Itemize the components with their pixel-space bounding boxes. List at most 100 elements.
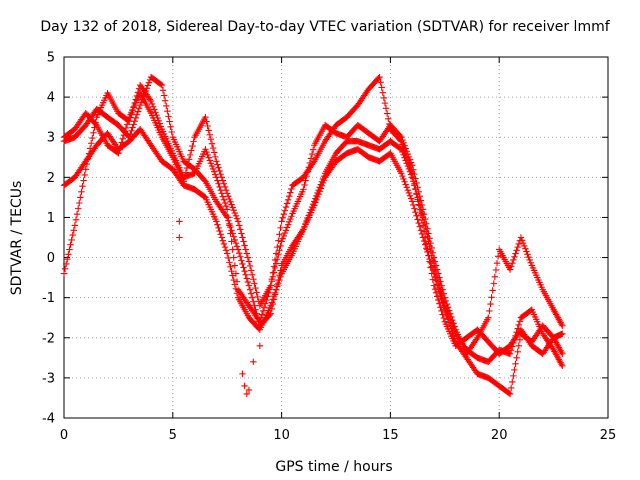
data-point [127, 130, 134, 138]
data-point [238, 230, 245, 237]
x-tick-label: 20 [491, 428, 508, 443]
data-point [444, 304, 452, 311]
data-point [230, 207, 237, 214]
data-point [269, 273, 277, 281]
x-tick-label: 0 [60, 428, 68, 443]
data-point [418, 217, 426, 224]
data-point [129, 124, 136, 131]
data-point [239, 260, 246, 268]
y-tick-label: -4 [42, 412, 55, 427]
data-point [270, 292, 278, 300]
data-point [422, 215, 429, 223]
data-point [156, 120, 163, 127]
data-point [272, 260, 280, 267]
data-point [132, 114, 140, 122]
data-point [164, 107, 171, 115]
data-point [66, 246, 73, 253]
data-point [136, 101, 144, 109]
data-point [71, 222, 79, 229]
data-point [233, 278, 241, 285]
data-point [426, 235, 433, 242]
data-point [433, 293, 441, 300]
data-point [251, 302, 258, 309]
data-point [488, 294, 495, 301]
data-point [250, 276, 257, 283]
data-point [244, 254, 252, 261]
data-point [150, 103, 157, 110]
data-point [249, 294, 256, 301]
data-point [225, 254, 232, 262]
data-point [220, 240, 228, 248]
data-point [375, 75, 382, 82]
data-point [281, 229, 289, 237]
data-point [509, 378, 516, 386]
data-point [72, 216, 80, 224]
data-point [183, 164, 191, 172]
x-axis-label: GPS time / hours [275, 459, 392, 475]
data-point [435, 270, 442, 277]
data-point [525, 253, 532, 261]
data-point [413, 179, 420, 187]
data-point [487, 300, 494, 308]
data-point [209, 165, 217, 173]
data-point [278, 218, 285, 225]
data-point [314, 193, 321, 201]
y-tick-label: -2 [42, 331, 55, 346]
data-point [122, 124, 130, 132]
data-point [306, 159, 314, 167]
data-point [417, 227, 425, 234]
data-point [277, 242, 284, 250]
data-point [288, 185, 295, 193]
data-point [276, 231, 283, 238]
data-point [282, 203, 290, 211]
data-point [450, 320, 457, 327]
data-point [445, 319, 453, 326]
data-point [232, 212, 240, 220]
data-point [307, 155, 315, 162]
plot-frame [63, 56, 609, 419]
data-point [208, 162, 216, 170]
data-point [219, 193, 227, 200]
data-point [152, 109, 159, 116]
data-point [281, 207, 289, 214]
data-point [377, 79, 384, 86]
data-point [62, 260, 70, 268]
data-point [258, 311, 266, 318]
data-point [313, 196, 320, 203]
data-point [218, 190, 225, 197]
data-point [246, 262, 254, 270]
data-point [517, 234, 525, 241]
data-point [79, 182, 86, 190]
data-point [228, 267, 235, 275]
data-point [188, 147, 195, 154]
data-point [242, 271, 249, 279]
data-point [228, 201, 235, 208]
data-point [406, 156, 414, 163]
data-point [212, 171, 219, 178]
data-point [439, 299, 446, 306]
x-axis-ticks: 0 5 10 15 20 25 [60, 57, 616, 443]
data-point [286, 192, 293, 200]
data-point [203, 118, 210, 125]
data-point [302, 177, 309, 184]
data-point [280, 211, 287, 218]
data-point [383, 110, 391, 117]
data-point [379, 89, 386, 96]
data-point [411, 170, 418, 178]
x-tick-label: 10 [273, 428, 290, 443]
data-point [432, 262, 440, 269]
data-point [406, 192, 414, 199]
data-point [92, 120, 99, 128]
data-point [492, 266, 500, 274]
data-point [428, 270, 435, 277]
data-point [214, 177, 221, 184]
data-point [234, 218, 242, 225]
data-point [402, 145, 409, 152]
data-point [205, 154, 212, 161]
data-point [116, 146, 123, 153]
data-point [288, 213, 295, 220]
data-point [437, 304, 444, 311]
data-point [431, 258, 439, 265]
data-point [509, 259, 516, 267]
data-point [205, 127, 212, 134]
